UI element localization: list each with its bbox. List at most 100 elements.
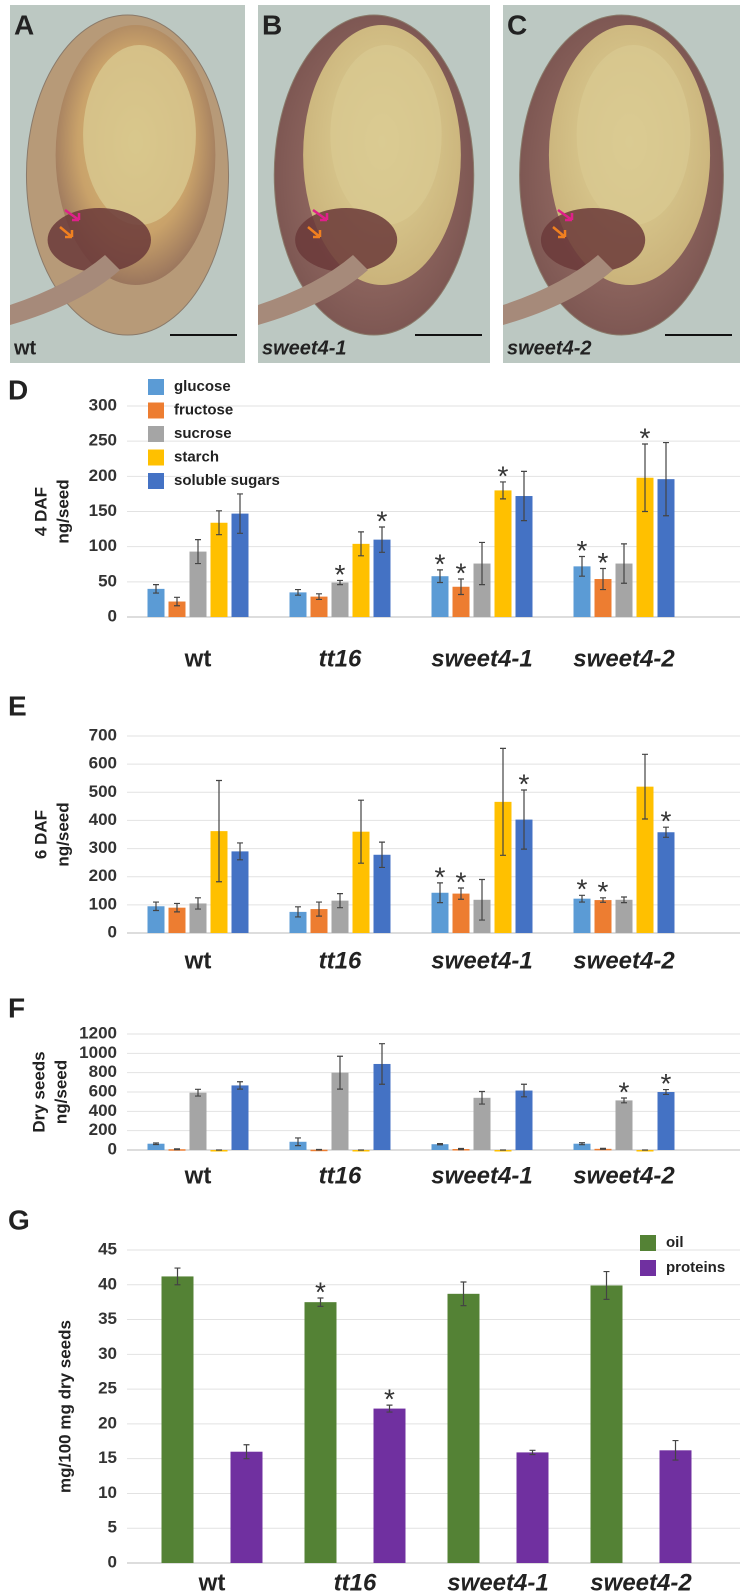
image-caption: sweet4-2 <box>507 337 592 359</box>
bar <box>331 900 349 933</box>
bar <box>373 1063 391 1150</box>
arrow-orange <box>307 226 322 239</box>
error-bar <box>195 1088 201 1097</box>
significance-star: * <box>435 861 446 892</box>
significance-star: * <box>315 1276 326 1307</box>
y-tick-label: 0 <box>108 606 117 625</box>
bar <box>515 819 533 933</box>
significance-star: * <box>456 557 467 588</box>
panel-letter: B <box>262 9 282 40</box>
bar <box>373 854 391 933</box>
y-tick-label: 0 <box>108 922 117 941</box>
image-caption: wt <box>13 337 37 359</box>
error-bar <box>295 1137 301 1147</box>
arrow-orange <box>552 226 567 239</box>
error-bar <box>672 1439 679 1461</box>
bar <box>657 832 675 933</box>
error-bar <box>521 470 527 522</box>
y-tick-label: 15 <box>98 1448 117 1467</box>
bar <box>615 563 633 617</box>
y-tick-label: 45 <box>98 1239 117 1258</box>
x-tick-label: tt16 <box>334 1569 377 1593</box>
error-bar <box>642 753 648 820</box>
bar <box>431 576 449 617</box>
legend-swatch <box>148 449 164 466</box>
panel-letter: E <box>8 690 27 721</box>
funiculus <box>258 255 368 325</box>
error-bar <box>600 1147 606 1150</box>
x-tick-label: tt16 <box>319 645 362 672</box>
y-axis-label: ng/seed <box>51 1060 70 1124</box>
panel-letter: A <box>14 9 34 40</box>
error-bar <box>663 826 669 838</box>
y-tick-label: 300 <box>89 395 117 414</box>
legend-label: starch <box>174 448 219 465</box>
significance-star: * <box>498 460 509 491</box>
error-bar <box>216 779 222 883</box>
error-bar <box>603 1270 610 1300</box>
error-bar <box>195 897 201 910</box>
bar <box>516 1452 549 1563</box>
funiculus <box>503 255 613 325</box>
legend-swatch <box>148 426 164 442</box>
bar <box>161 1276 194 1563</box>
y-tick-label: 35 <box>98 1309 117 1328</box>
significance-star: * <box>577 535 588 566</box>
arrow-orange <box>59 226 74 239</box>
y-tick-label: 25 <box>98 1379 117 1398</box>
error-bar <box>295 906 301 918</box>
y-tick-label: 300 <box>89 838 117 857</box>
error-bar <box>174 1148 180 1151</box>
bar <box>431 1144 449 1150</box>
y-tick-label: 5 <box>108 1518 117 1537</box>
bar <box>230 1451 263 1563</box>
bar <box>431 892 449 933</box>
bar <box>168 601 186 617</box>
x-tick-label: sweet4-2 <box>573 947 675 974</box>
error-bar <box>458 578 464 596</box>
bar <box>189 903 207 933</box>
error-bar <box>237 1081 243 1090</box>
bar <box>494 1150 512 1152</box>
error-bar <box>379 1043 385 1085</box>
bar <box>473 1097 491 1150</box>
error-bar <box>521 1083 527 1098</box>
significance-star: * <box>435 548 446 579</box>
image-caption: sweet4-1 <box>262 337 347 359</box>
error-bar <box>153 584 159 594</box>
error-bar <box>237 493 243 534</box>
y-tick-label: 0 <box>108 1552 117 1571</box>
legend-label: oil <box>666 1234 684 1251</box>
error-bar <box>600 897 606 903</box>
bar <box>231 513 249 617</box>
y-tick-label: 800 <box>89 1062 117 1081</box>
y-tick-label: 40 <box>98 1274 117 1293</box>
bar <box>657 1092 675 1150</box>
bar <box>373 539 391 617</box>
error-bar <box>295 588 301 596</box>
error-bar <box>437 569 443 584</box>
error-bar <box>437 882 443 904</box>
y-axis-label: Dry seeds <box>29 1051 48 1132</box>
y-tick-label: 600 <box>89 754 117 773</box>
significance-star: * <box>377 505 388 536</box>
x-tick-label: sweet4-1 <box>431 1162 532 1189</box>
error-bar <box>621 1097 627 1104</box>
error-bar <box>579 1142 585 1146</box>
error-bar <box>316 901 322 917</box>
y-tick-label: 20 <box>98 1413 117 1432</box>
significance-star: * <box>577 874 588 905</box>
y-tick-label: 10 <box>98 1483 117 1502</box>
y-tick-label: 200 <box>89 466 117 485</box>
bar <box>615 1100 633 1150</box>
legend-label: sucrose <box>174 425 232 442</box>
error-bar <box>316 593 322 601</box>
funiculus <box>10 255 120 325</box>
x-tick-label: wt <box>184 1162 212 1189</box>
arrow-pink <box>312 208 329 222</box>
error-bar <box>600 567 606 591</box>
error-bar <box>479 1090 485 1105</box>
error-bar <box>153 901 159 912</box>
legend-label: proteins <box>666 1259 725 1276</box>
error-bar <box>317 1297 324 1307</box>
